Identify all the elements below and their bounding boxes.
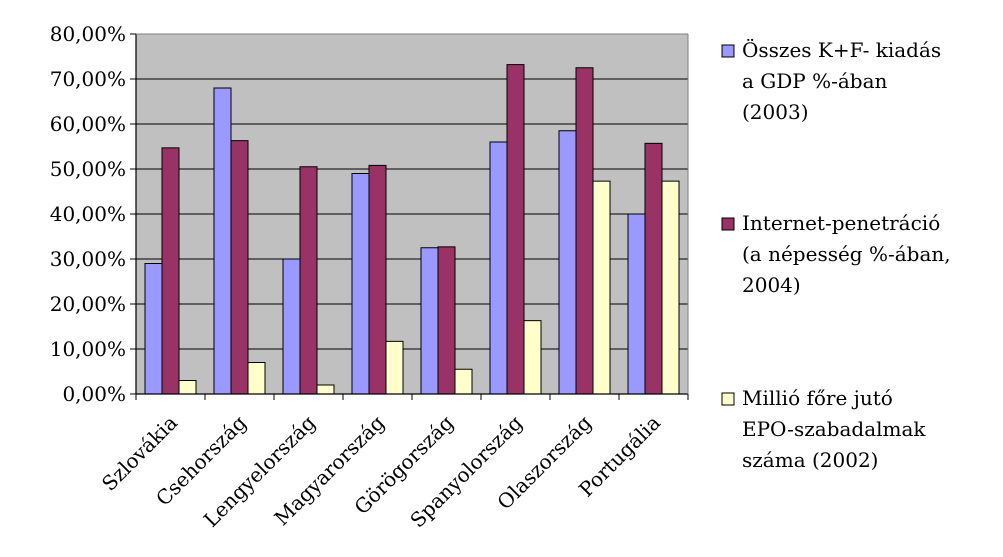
y-tick-label: 60,00% [50,112,126,136]
bar [420,247,439,395]
bar [592,180,611,395]
bar [627,213,646,395]
legend-label: száma (2002) [742,448,878,472]
y-tick-label: 70,00% [50,67,126,91]
legend-label: a GDP %-ában [742,69,888,93]
legend-label: (a népesség %-ában, [742,242,951,266]
bar [282,258,301,395]
bar [489,141,508,395]
bar [213,87,232,395]
y-axis-tick-labels: 0,00% 10,00% 20,00% 30,00% 40,00% 50,00% 60,00… [50,22,126,406]
bar [575,67,594,395]
legend-label: Összes K+F- kiadás [742,37,941,62]
legend-label: (2003) [742,100,809,124]
bar [454,368,473,395]
y-tick-label: 20,00% [50,292,126,316]
x-axis-tick-labels: SzlovákiaCsehországLengyelországMagyaror… [97,410,665,532]
bar [161,147,180,395]
bar [351,173,370,395]
bar [644,142,663,395]
bar [316,384,335,395]
y-tick-label: 10,00% [50,337,126,361]
bar [661,180,680,395]
bar [523,320,542,395]
y-tick-label: 80,00% [50,22,126,46]
y-tick-label: 30,00% [50,247,126,271]
legend-label: Millió főre jutó [742,386,893,410]
bar [178,380,197,395]
bar [558,130,577,395]
bar [230,140,249,395]
bar [385,340,404,395]
legend: Összes K+F- kiadás a GDP %-ában (2003) Inte… [721,37,951,472]
legend-swatch [721,392,735,406]
legend-swatch [721,217,735,231]
bar [299,166,318,395]
legend-swatch [721,44,735,58]
bar [144,263,163,395]
bar [506,64,525,395]
y-tick-label: 0,00% [62,382,126,406]
bar [437,246,456,395]
bar [368,164,387,395]
y-tick-label: 40,00% [50,202,126,226]
legend-label: 2004) [742,273,801,297]
axes [135,33,689,400]
bar [247,362,266,395]
legend-label: EPO-szabadalmak [742,417,926,441]
legend-label: Internet-penetráció [742,211,940,235]
y-tick-label: 50,00% [50,157,126,181]
